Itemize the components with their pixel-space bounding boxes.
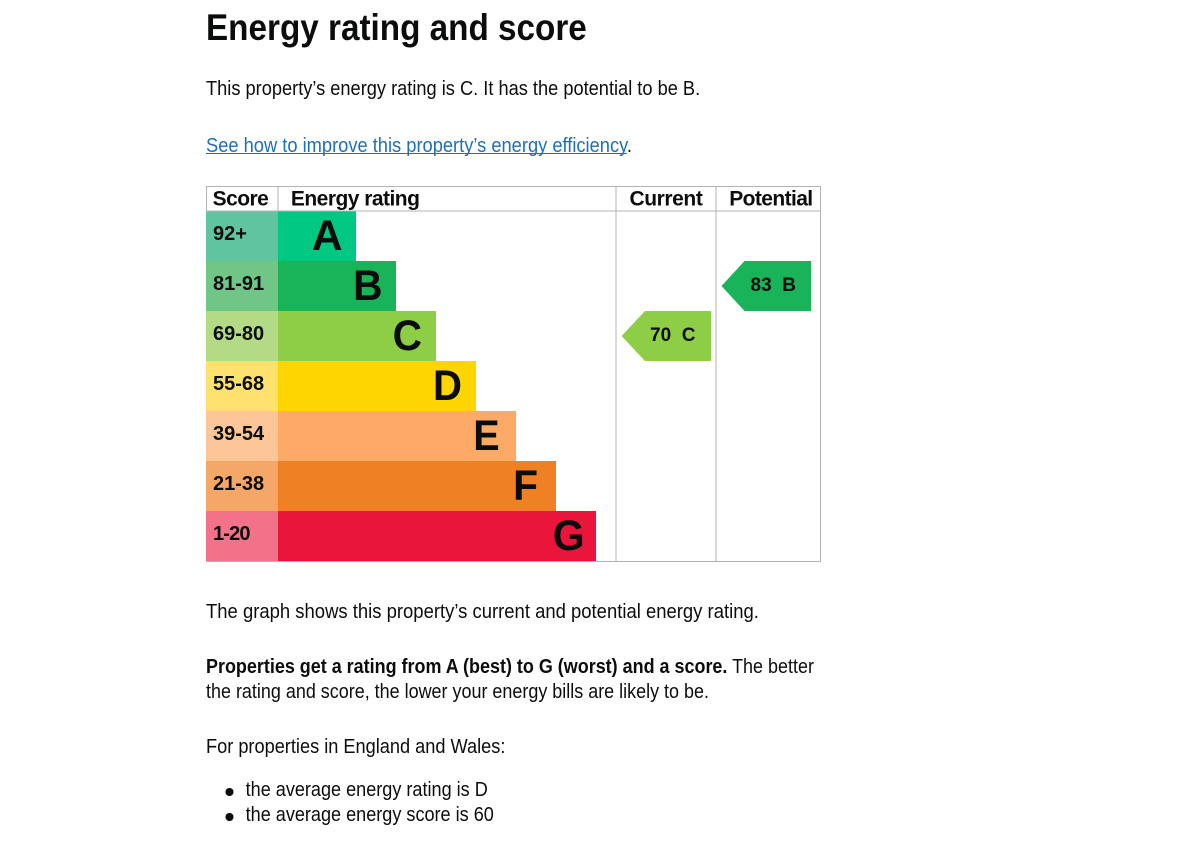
svg-text:55-68: 55-68 [213,373,264,395]
svg-text:Potential: Potential [729,188,813,211]
svg-text:A: A [312,212,343,260]
svg-text:G: G [553,512,585,560]
svg-text:Score: Score [213,188,269,211]
svg-text:C: C [393,312,422,360]
svg-text:D: D [433,362,462,410]
svg-text:1-20: 1-20 [213,523,251,545]
svg-text:83 B: 83 B [751,275,796,296]
svg-text:F: F [513,462,538,510]
svg-text:70 C: 70 C [650,325,696,346]
svg-text:69-80: 69-80 [213,323,264,345]
svg-text:39-54: 39-54 [213,423,265,445]
svg-text:B: B [353,262,382,310]
svg-text:92+: 92+ [213,223,247,245]
svg-text:81-91: 81-91 [213,273,264,295]
svg-text:Current: Current [629,188,702,211]
svg-text:21-38: 21-38 [213,473,264,495]
svg-text:Energy rating: Energy rating [291,188,420,211]
svg-text:E: E [473,412,499,460]
